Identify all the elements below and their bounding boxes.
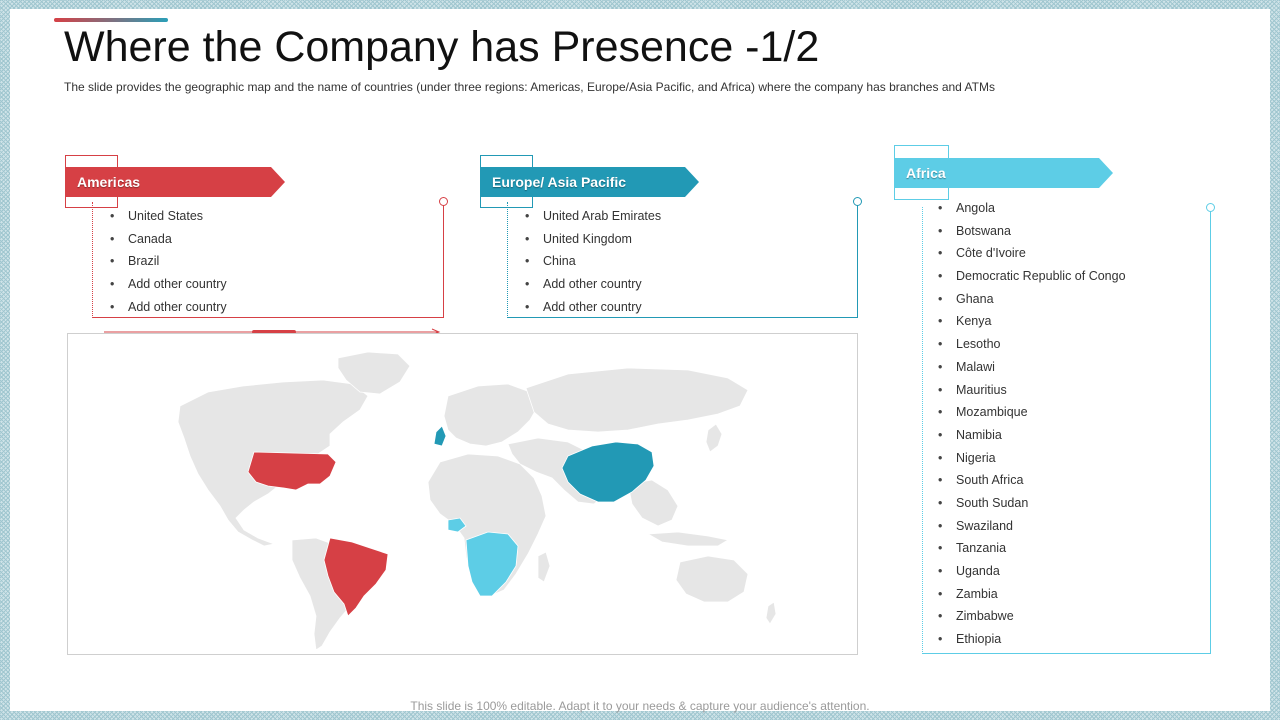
list-item: • Ethiopia	[938, 632, 1002, 647]
list-item: • Democratic Republic of Congo	[938, 269, 1126, 284]
africa-end-dot	[1206, 203, 1215, 212]
map-greenland	[337, 351, 411, 395]
europe-asia-header: Europe/ Asia Pacific	[480, 167, 699, 197]
title-accent-bar	[54, 18, 168, 22]
europe-asia-header-label: Europe/ Asia Pacific	[492, 174, 627, 190]
americas-header-label: Americas	[77, 174, 141, 190]
list-item: • Add other country	[525, 299, 642, 314]
list-item: • Uganda	[938, 564, 1000, 578]
list-item: • Mozambique	[938, 405, 1028, 420]
list-item: • Zimbabwe	[938, 609, 1014, 624]
list-item: • Malawi	[938, 359, 995, 374]
europe-asia-list-frame	[507, 202, 858, 318]
page-subtitle: The slide provides the geographic map an…	[64, 80, 995, 94]
americas-list-frame	[92, 202, 444, 318]
africa-header-label: Africa	[906, 165, 946, 181]
map-southeast-asia	[627, 479, 679, 527]
map-indonesia	[646, 531, 730, 547]
europe-asia-tab-outline	[480, 155, 533, 208]
list-item: • Zambia	[938, 586, 998, 601]
africa-header: Africa	[894, 158, 1113, 188]
list-item: • Add other country	[110, 277, 227, 292]
list-item: • South Sudan	[938, 495, 1029, 510]
map-europe	[443, 383, 539, 447]
europe-asia-end-dot	[853, 197, 862, 206]
list-item: • United Arab Emirates	[525, 209, 662, 223]
list-item: • United States	[110, 209, 204, 223]
map-madagascar	[537, 551, 551, 583]
americas-country-list: • United States • Canada • Brazil • Add othe…	[110, 205, 227, 318]
map-united-states	[247, 451, 337, 491]
africa-list-frame	[922, 207, 1211, 654]
list-item: • Lesotho	[938, 337, 1001, 352]
map-united-kingdom	[433, 425, 447, 447]
map-brazil	[323, 537, 389, 617]
list-item: • Ghana	[938, 291, 994, 306]
map-china	[561, 441, 655, 503]
slide: Where the Company has Presence -1/2 The …	[10, 9, 1270, 713]
list-item: • Namibia	[938, 427, 1002, 442]
world-map-svg	[177, 351, 777, 651]
americas-header: Americas	[65, 167, 285, 197]
world-map	[67, 333, 858, 655]
americas-end-dot	[439, 197, 448, 206]
map-new-zealand	[765, 601, 777, 625]
list-item: • Botswana	[938, 223, 1011, 238]
list-item: • Côte d'Ivoire	[938, 246, 1026, 261]
list-item: • Add other country	[525, 277, 642, 292]
map-africa-highlighted	[465, 531, 519, 597]
list-item: • Canada	[110, 231, 172, 246]
list-item: • China	[525, 254, 576, 269]
map-north-asia	[525, 367, 749, 433]
map-australia	[675, 555, 749, 603]
list-item: • Swaziland	[938, 518, 1013, 533]
americas-tab-outline	[65, 155, 118, 208]
list-item: • Nigeria	[938, 450, 996, 465]
footer-note: This slide is 100% editable. Adapt it to…	[410, 699, 870, 713]
map-japan	[705, 423, 723, 453]
africa-country-list: • Angola • Botswana • Côte d'Ivoire • Democr…	[938, 197, 1126, 651]
list-item: • Brazil	[110, 254, 160, 269]
list-item: • Add other country	[110, 299, 227, 314]
page-title: Where the Company has Presence -1/2	[64, 23, 820, 71]
list-item: • Mauritius	[938, 382, 1007, 397]
list-item: • South Africa	[938, 473, 1024, 488]
map-west-africa-highlighted	[447, 517, 467, 533]
list-item: • United Kingdom	[525, 231, 632, 246]
list-item: • Angola	[938, 201, 995, 215]
list-item: • Kenya	[938, 314, 992, 329]
europe-asia-country-list: • United Arab Emirates • United Kingdom • C…	[525, 205, 661, 318]
list-item: • Tanzania	[938, 541, 1007, 556]
africa-tab-outline	[894, 145, 949, 200]
